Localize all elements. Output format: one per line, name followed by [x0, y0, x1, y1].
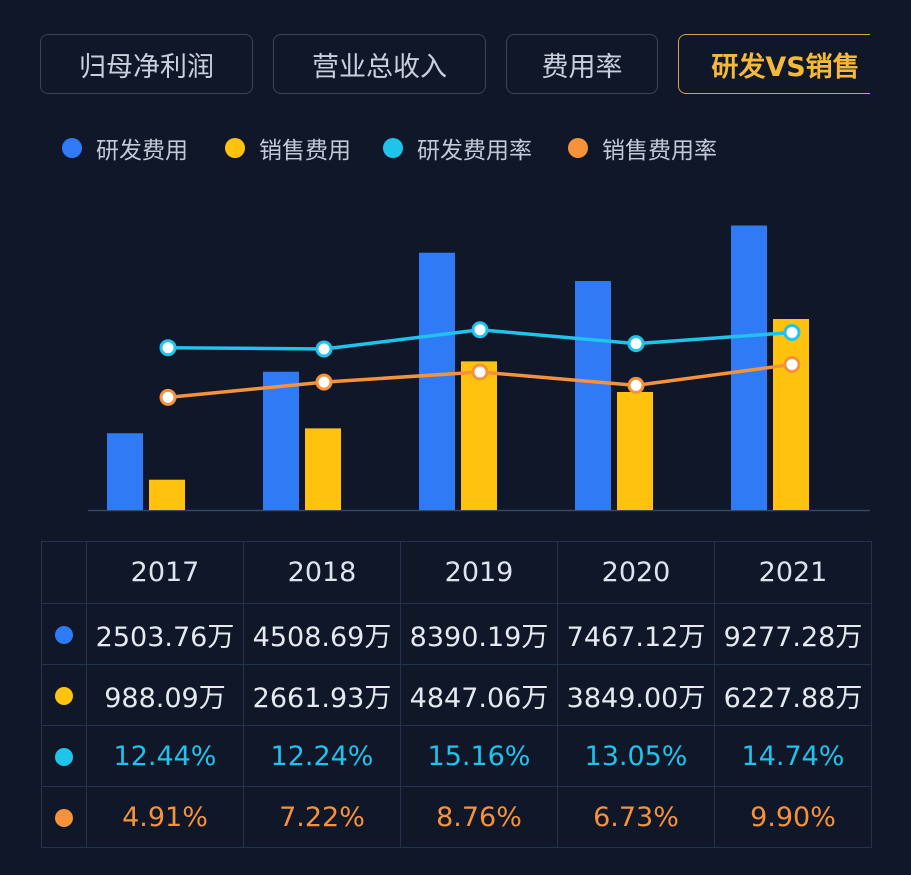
bar-sales-expense-2019 [461, 361, 497, 510]
bar-sales-expense-2017 [149, 479, 185, 510]
row-dot-rd-rate [55, 748, 73, 766]
point-rd-rate-2019 [471, 321, 489, 339]
table-cell: 6227.88万 [714, 664, 872, 726]
point-rd-rate-2021 [783, 324, 801, 342]
table-row-rd-rate: 12.44% 12.24% 15.16% 13.05% 14.74% [41, 725, 872, 787]
table-cell: 12.44% [86, 725, 244, 787]
point-sales-rate-2019 [471, 363, 489, 381]
table-cell: 8.76% [400, 786, 558, 848]
bar-sales-expense-2020 [617, 391, 653, 510]
table-cell: 3849.00万 [557, 664, 715, 726]
legend-dot-sales-rate [568, 138, 588, 158]
point-sales-rate-2018 [315, 373, 333, 391]
table-corner-cell [41, 541, 87, 604]
legend-item-sales-expense[interactable]: 销售费用 [225, 131, 351, 165]
bar-sales-expense-2021 [773, 319, 809, 510]
row-marker-rd-expense [41, 603, 87, 665]
table-cell: 2503.76万 [86, 603, 244, 665]
legend-item-rd-expense[interactable]: 研发费用 [62, 131, 188, 165]
data-table: 2017 2018 2019 2020 2021 2503.76万 4508.6… [41, 541, 872, 848]
table-cell: 14.74% [714, 725, 872, 787]
legend-dot-rd-expense [62, 138, 82, 158]
bar-sales-expense-2018 [305, 428, 341, 510]
table-cell: 7467.12万 [557, 603, 715, 665]
tab-expense-ratio[interactable]: 费用率 [506, 34, 658, 94]
table-cell: 12.24% [243, 725, 401, 787]
tab-net-profit[interactable]: 归母净利润 [40, 34, 253, 94]
bar-rd-expense-2017 [107, 433, 143, 510]
table-cell: 8390.19万 [400, 603, 558, 665]
tab-total-revenue[interactable]: 营业总收入 [273, 34, 486, 94]
tab-bar: 归母净利润 营业总收入 费用率 研发VS销售 [40, 34, 870, 96]
point-sales-rate-2020 [627, 376, 645, 394]
table-cell: 988.09万 [86, 664, 244, 726]
point-rd-rate-2020 [627, 335, 645, 353]
year-cell-2018: 2018 [243, 541, 401, 604]
legend-label-rd-expense: 研发费用 [96, 138, 188, 164]
year-cell-2019: 2019 [400, 541, 558, 604]
year-cell-2017: 2017 [86, 541, 244, 604]
table-cell: 9.90% [714, 786, 872, 848]
year-cell-2021: 2021 [714, 541, 872, 604]
row-dot-rd-expense [55, 626, 73, 644]
table-cell: 2661.93万 [243, 664, 401, 726]
bar-rd-expense-2018 [263, 371, 299, 510]
legend-dot-rd-rate [383, 138, 403, 158]
table-row-rd-expense: 2503.76万 4508.69万 8390.19万 7467.12万 9277… [41, 603, 872, 665]
point-rd-rate-2017 [159, 339, 177, 357]
table-cell: 7.22% [243, 786, 401, 848]
point-sales-rate-2017 [159, 388, 177, 406]
point-rd-rate-2018 [315, 340, 333, 358]
table-row-sales-expense: 988.09万 2661.93万 4847.06万 3849.00万 6227.… [41, 664, 872, 726]
legend-label-sales-rate: 销售费用率 [602, 138, 717, 164]
bar-rd-expense-2020 [575, 281, 611, 510]
table-cell: 4.91% [86, 786, 244, 848]
table-cell: 9277.28万 [714, 603, 872, 665]
tab-rd-vs-sales[interactable]: 研发VS销售 [678, 34, 870, 94]
row-marker-sales-expense [41, 664, 87, 726]
row-marker-rd-rate [41, 725, 87, 787]
table-cell: 15.16% [400, 725, 558, 787]
table-cell: 4508.69万 [243, 603, 401, 665]
row-dot-sales-expense [55, 687, 73, 705]
combo-chart [88, 225, 870, 512]
legend-item-sales-rate[interactable]: 销售费用率 [568, 131, 717, 165]
table-cell: 13.05% [557, 725, 715, 787]
legend-label-sales-expense: 销售费用 [259, 138, 351, 164]
legend-item-rd-rate[interactable]: 研发费用率 [383, 131, 532, 165]
table-header-row: 2017 2018 2019 2020 2021 [41, 541, 872, 604]
legend-label-rd-rate: 研发费用率 [417, 138, 532, 164]
legend-dot-sales-expense [225, 138, 245, 158]
row-dot-sales-rate [55, 809, 73, 827]
year-cell-2020: 2020 [557, 541, 715, 604]
point-sales-rate-2021 [783, 355, 801, 373]
table-cell: 4847.06万 [400, 664, 558, 726]
table-row-sales-rate: 4.91% 7.22% 8.76% 6.73% 9.90% [41, 786, 872, 848]
row-marker-sales-rate [41, 786, 87, 848]
bar-rd-expense-2019 [419, 252, 455, 510]
table-cell: 6.73% [557, 786, 715, 848]
